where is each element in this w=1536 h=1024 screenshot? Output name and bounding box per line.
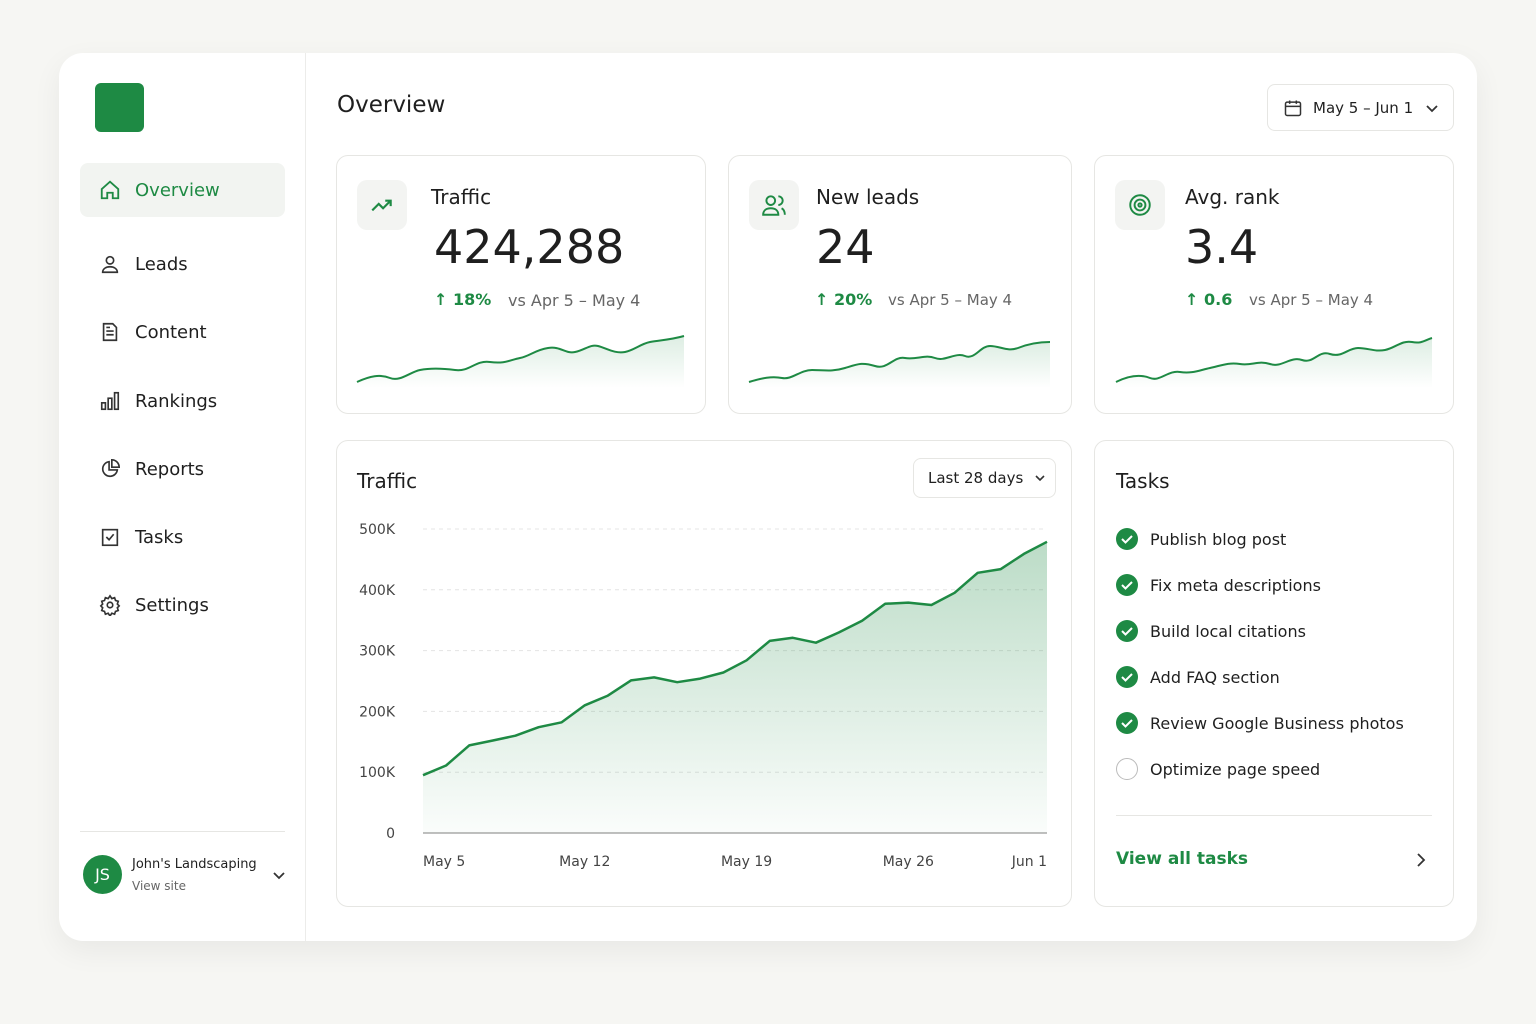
date-range: May 5 – Jun 1 — [1313, 98, 1414, 117]
nav-item[interactable]: Leads — [80, 237, 285, 291]
task-check[interactable] — [1116, 666, 1138, 688]
kpi-change: ↑ 20% — [815, 290, 873, 309]
nav-item[interactable]: Tasks — [80, 510, 285, 564]
nav-label: Content — [135, 321, 207, 343]
nav-label: Leads — [135, 253, 188, 275]
sparkline-area — [1116, 338, 1432, 388]
x-tick-label: Jun 1 — [1011, 854, 1047, 870]
task-label: Optimize page speed — [1150, 759, 1321, 779]
task-check[interactable] — [1116, 528, 1138, 550]
kpi-change-value: 20% — [833, 290, 873, 309]
y-tick-label: 300K — [359, 644, 396, 660]
check-mark — [1121, 581, 1133, 590]
range-select[interactable]: Last 28 days — [913, 458, 1056, 498]
kpi-value: 24 — [816, 220, 875, 274]
nav-label: Rankings — [135, 390, 218, 412]
sparkline-area — [749, 342, 1050, 388]
task-circle[interactable] — [1116, 758, 1138, 780]
kpi-change: ↑ 0.6 — [1185, 290, 1233, 309]
nav-item[interactable]: Rankings — [80, 374, 285, 428]
panel-title: Traffic — [357, 469, 418, 493]
kpi-icon — [357, 180, 407, 230]
nav-item[interactable]: Overview — [80, 163, 285, 217]
task-item[interactable]: Build local citations — [1116, 619, 1306, 643]
check-mark — [1121, 627, 1133, 636]
x-tick-label: May 5 — [423, 854, 465, 870]
check-mark — [1121, 673, 1133, 682]
sparklines — [356, 335, 1433, 388]
kpi-comparison: vs Apr 5 – May 4 — [1249, 291, 1374, 309]
kpi-icon — [749, 180, 799, 230]
traffic-chart: 0 100K 200K 300K 400K 500K May 5 May 12 May 19 Ma… — [359, 522, 1048, 870]
chevron[interactable] — [1413, 852, 1429, 868]
y-tick-label: 100K — [359, 765, 396, 781]
task-label: Publish blog post — [1150, 529, 1287, 549]
check-mark — [1121, 719, 1133, 728]
task-check[interactable] — [1116, 620, 1138, 642]
area — [423, 541, 1047, 833]
x-tick-label: May 12 — [559, 854, 610, 870]
kpi-value: 424,288 — [434, 220, 625, 274]
x-tick-label: May 19 — [721, 854, 772, 870]
line — [422, 540, 1048, 777]
nav-item[interactable]: Reports — [80, 442, 285, 496]
kpi-label: Avg. rank — [1185, 185, 1280, 209]
nav-item[interactable]: Settings — [80, 578, 285, 632]
y-tick-label: 500K — [359, 522, 396, 538]
sparkline-area — [357, 336, 684, 388]
y-tick-label: 400K — [359, 583, 396, 599]
task-check[interactable] — [1116, 712, 1138, 734]
check-mark — [1121, 535, 1133, 544]
kpi-icon — [1115, 180, 1165, 230]
nav-item[interactable]: Content — [80, 305, 285, 359]
kpi-label: Traffic — [431, 185, 492, 209]
task-label: Add FAQ section — [1150, 667, 1280, 687]
panel-title: Tasks — [1116, 469, 1170, 493]
divider — [1116, 815, 1432, 816]
task-item[interactable]: Publish blog post — [1116, 527, 1286, 551]
chevron[interactable] — [271, 867, 287, 883]
nav-label: Settings — [135, 594, 209, 616]
y-tick-label: 200K — [359, 704, 396, 720]
divider — [80, 831, 285, 832]
page-title: Overview — [337, 92, 446, 118]
task-label: Review Google Business photos — [1150, 713, 1404, 733]
task-label: Build local citations — [1150, 621, 1306, 641]
kpi-change-value: 18% — [452, 290, 492, 309]
sparkline — [748, 341, 1051, 383]
task-item[interactable]: Review Google Business photos — [1116, 711, 1404, 735]
view-all-link[interactable]: View all tasks — [1116, 849, 1249, 869]
kpi-value: 3.4 — [1185, 220, 1259, 274]
task-item[interactable]: Add FAQ section — [1116, 665, 1280, 689]
date-picker[interactable]: May 5 – Jun 1 — [1267, 84, 1454, 131]
logo[interactable] — [95, 83, 144, 132]
kpi-change: ↑ 18% — [434, 290, 492, 309]
kpi-comparison: vs Apr 5 – May 4 — [508, 291, 641, 310]
sparkline — [1115, 337, 1433, 383]
y-tick-label: 0 — [386, 826, 395, 842]
sidebar-border — [305, 53, 306, 941]
range-label: Last 28 days — [928, 469, 1024, 487]
nav-label: Overview — [135, 179, 220, 201]
sparkline — [356, 335, 685, 383]
task-label: Fix meta descriptions — [1150, 575, 1321, 595]
kpi-label: New leads — [816, 185, 920, 209]
kpi-change-value: 0.6 — [1203, 290, 1233, 309]
nav-label: Reports — [135, 458, 205, 480]
task-item[interactable]: Optimize page speed — [1116, 757, 1320, 781]
x-tick-label: May 26 — [883, 854, 934, 870]
task-check[interactable] — [1116, 574, 1138, 596]
nav-label: Tasks — [135, 526, 184, 548]
account-name: John's Landscaping — [132, 857, 257, 872]
account-link[interactable]: View site — [132, 879, 186, 893]
tasks-panel — [1094, 440, 1454, 907]
avatar[interactable]: JS — [83, 855, 122, 894]
kpi-comparison: vs Apr 5 – May 4 — [888, 291, 1013, 309]
task-item[interactable]: Fix meta descriptions — [1116, 573, 1321, 597]
